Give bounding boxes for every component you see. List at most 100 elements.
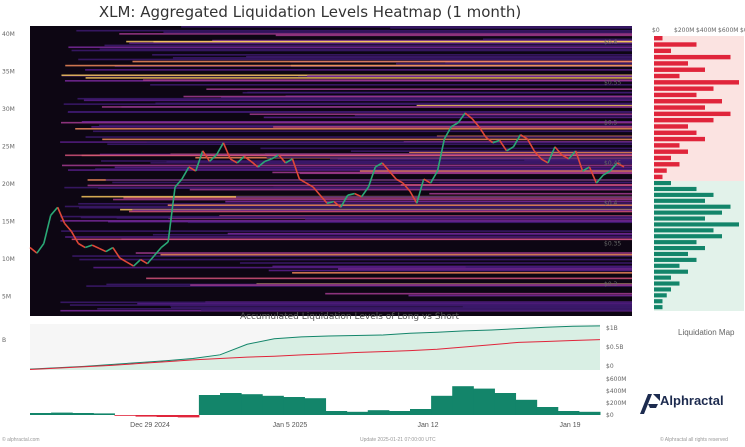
long-bar xyxy=(654,228,714,233)
liquidation-band xyxy=(354,114,632,117)
liquidation-band xyxy=(325,292,632,295)
liquidation-band xyxy=(81,121,632,123)
price-segment xyxy=(347,192,355,196)
liquidation-band xyxy=(99,153,632,156)
liquidation-band xyxy=(93,130,632,133)
net-tick: $0 xyxy=(606,412,614,419)
price-segment xyxy=(243,155,252,162)
price-segment xyxy=(319,194,328,204)
short-bar xyxy=(654,92,697,98)
liquidation-band xyxy=(60,301,632,304)
liquidation-band xyxy=(246,55,632,58)
price-segment xyxy=(574,150,584,172)
alphractal-logo xyxy=(632,387,745,417)
liquidation-band xyxy=(61,164,632,167)
liquidation-band xyxy=(305,217,632,220)
liquidation-band xyxy=(112,181,632,184)
liquidation-band xyxy=(129,42,632,45)
liquidation-band xyxy=(236,196,632,198)
short-bar xyxy=(654,168,667,173)
liquidation-band xyxy=(105,179,632,181)
liquidation-band xyxy=(409,151,632,154)
long-bar xyxy=(654,186,697,192)
price-segment xyxy=(312,186,321,196)
long-bar xyxy=(654,251,688,257)
price-segment xyxy=(63,222,73,232)
price-segment xyxy=(181,166,190,180)
long-bar xyxy=(654,263,680,268)
short-bar xyxy=(654,111,731,117)
liquidation-band xyxy=(350,150,632,152)
x-label-jan12: Jan 12 xyxy=(417,422,439,429)
price-segment xyxy=(506,146,514,152)
net-bar xyxy=(177,415,200,418)
liquidation-band xyxy=(212,39,632,42)
liquidation-band xyxy=(272,171,632,174)
net-bar xyxy=(431,395,453,415)
net-bar xyxy=(452,386,474,415)
short-bar xyxy=(654,36,663,41)
y-left-tick: 10M xyxy=(2,256,15,263)
price-segment xyxy=(533,150,542,160)
liquidation-band xyxy=(99,124,632,127)
liquidation-band xyxy=(107,143,632,146)
liquidation-band xyxy=(201,309,632,311)
price-segment xyxy=(429,170,439,184)
liquidation-band xyxy=(119,33,632,35)
net-tick: $200M xyxy=(606,400,626,407)
net-bar xyxy=(578,411,601,415)
liquidation-band xyxy=(67,169,632,171)
liquidation-band xyxy=(114,166,632,169)
liquidation-band xyxy=(72,255,632,257)
long-bar xyxy=(654,181,671,186)
liquidation-band xyxy=(249,113,632,116)
price-segment xyxy=(354,192,362,198)
price-segment xyxy=(209,154,218,162)
long-bar xyxy=(654,269,688,274)
accumulated-subtitle: Accumulated Liquidation Levels of Long v… xyxy=(240,312,459,322)
liquidation-band xyxy=(152,54,632,56)
liquidation-band xyxy=(64,205,632,208)
price-segment xyxy=(222,142,232,160)
liquidation-band xyxy=(61,74,632,77)
price-segment xyxy=(492,139,500,144)
liquidation-band xyxy=(170,304,632,307)
price-segment xyxy=(519,134,528,140)
footer-left: © alphractal.com xyxy=(2,437,40,443)
liquidation-band xyxy=(85,77,632,79)
price-segment xyxy=(140,258,148,265)
price-segment xyxy=(126,261,135,267)
liquidation-band xyxy=(85,136,632,138)
liquidation-band xyxy=(60,220,632,222)
price-segment xyxy=(305,182,314,188)
footer-right: © Alphractal all rights reserved xyxy=(660,437,728,443)
net-tick: $600M xyxy=(606,376,626,383)
liquidation-band xyxy=(307,75,632,77)
net-bar xyxy=(220,393,242,415)
y-left-tick: 40M xyxy=(2,31,15,38)
price-segment xyxy=(471,118,480,128)
net-bar xyxy=(410,409,432,415)
y-left-tick: 15M xyxy=(2,219,15,226)
liquidation-band xyxy=(416,104,632,107)
price-segment xyxy=(609,162,618,172)
net-bar xyxy=(72,413,94,415)
liquidation-band xyxy=(65,236,632,238)
long-bar xyxy=(654,246,705,251)
accum-tick: $0 xyxy=(606,363,614,370)
liquidation-band xyxy=(63,103,632,105)
price-segment xyxy=(381,162,390,172)
liquidation-band xyxy=(272,265,632,268)
liquidation-band xyxy=(78,206,632,209)
liquidation-band xyxy=(102,138,632,141)
net-bar xyxy=(241,394,263,415)
liquidation-band xyxy=(183,95,632,98)
liquidation-band xyxy=(400,184,632,186)
price-segment xyxy=(56,206,66,224)
short-bar xyxy=(654,42,697,47)
long-bar xyxy=(654,275,671,280)
price-segment xyxy=(153,247,162,257)
liquidation-band xyxy=(101,106,632,108)
liquidation-band xyxy=(172,57,632,59)
liquidation-band xyxy=(76,29,632,32)
